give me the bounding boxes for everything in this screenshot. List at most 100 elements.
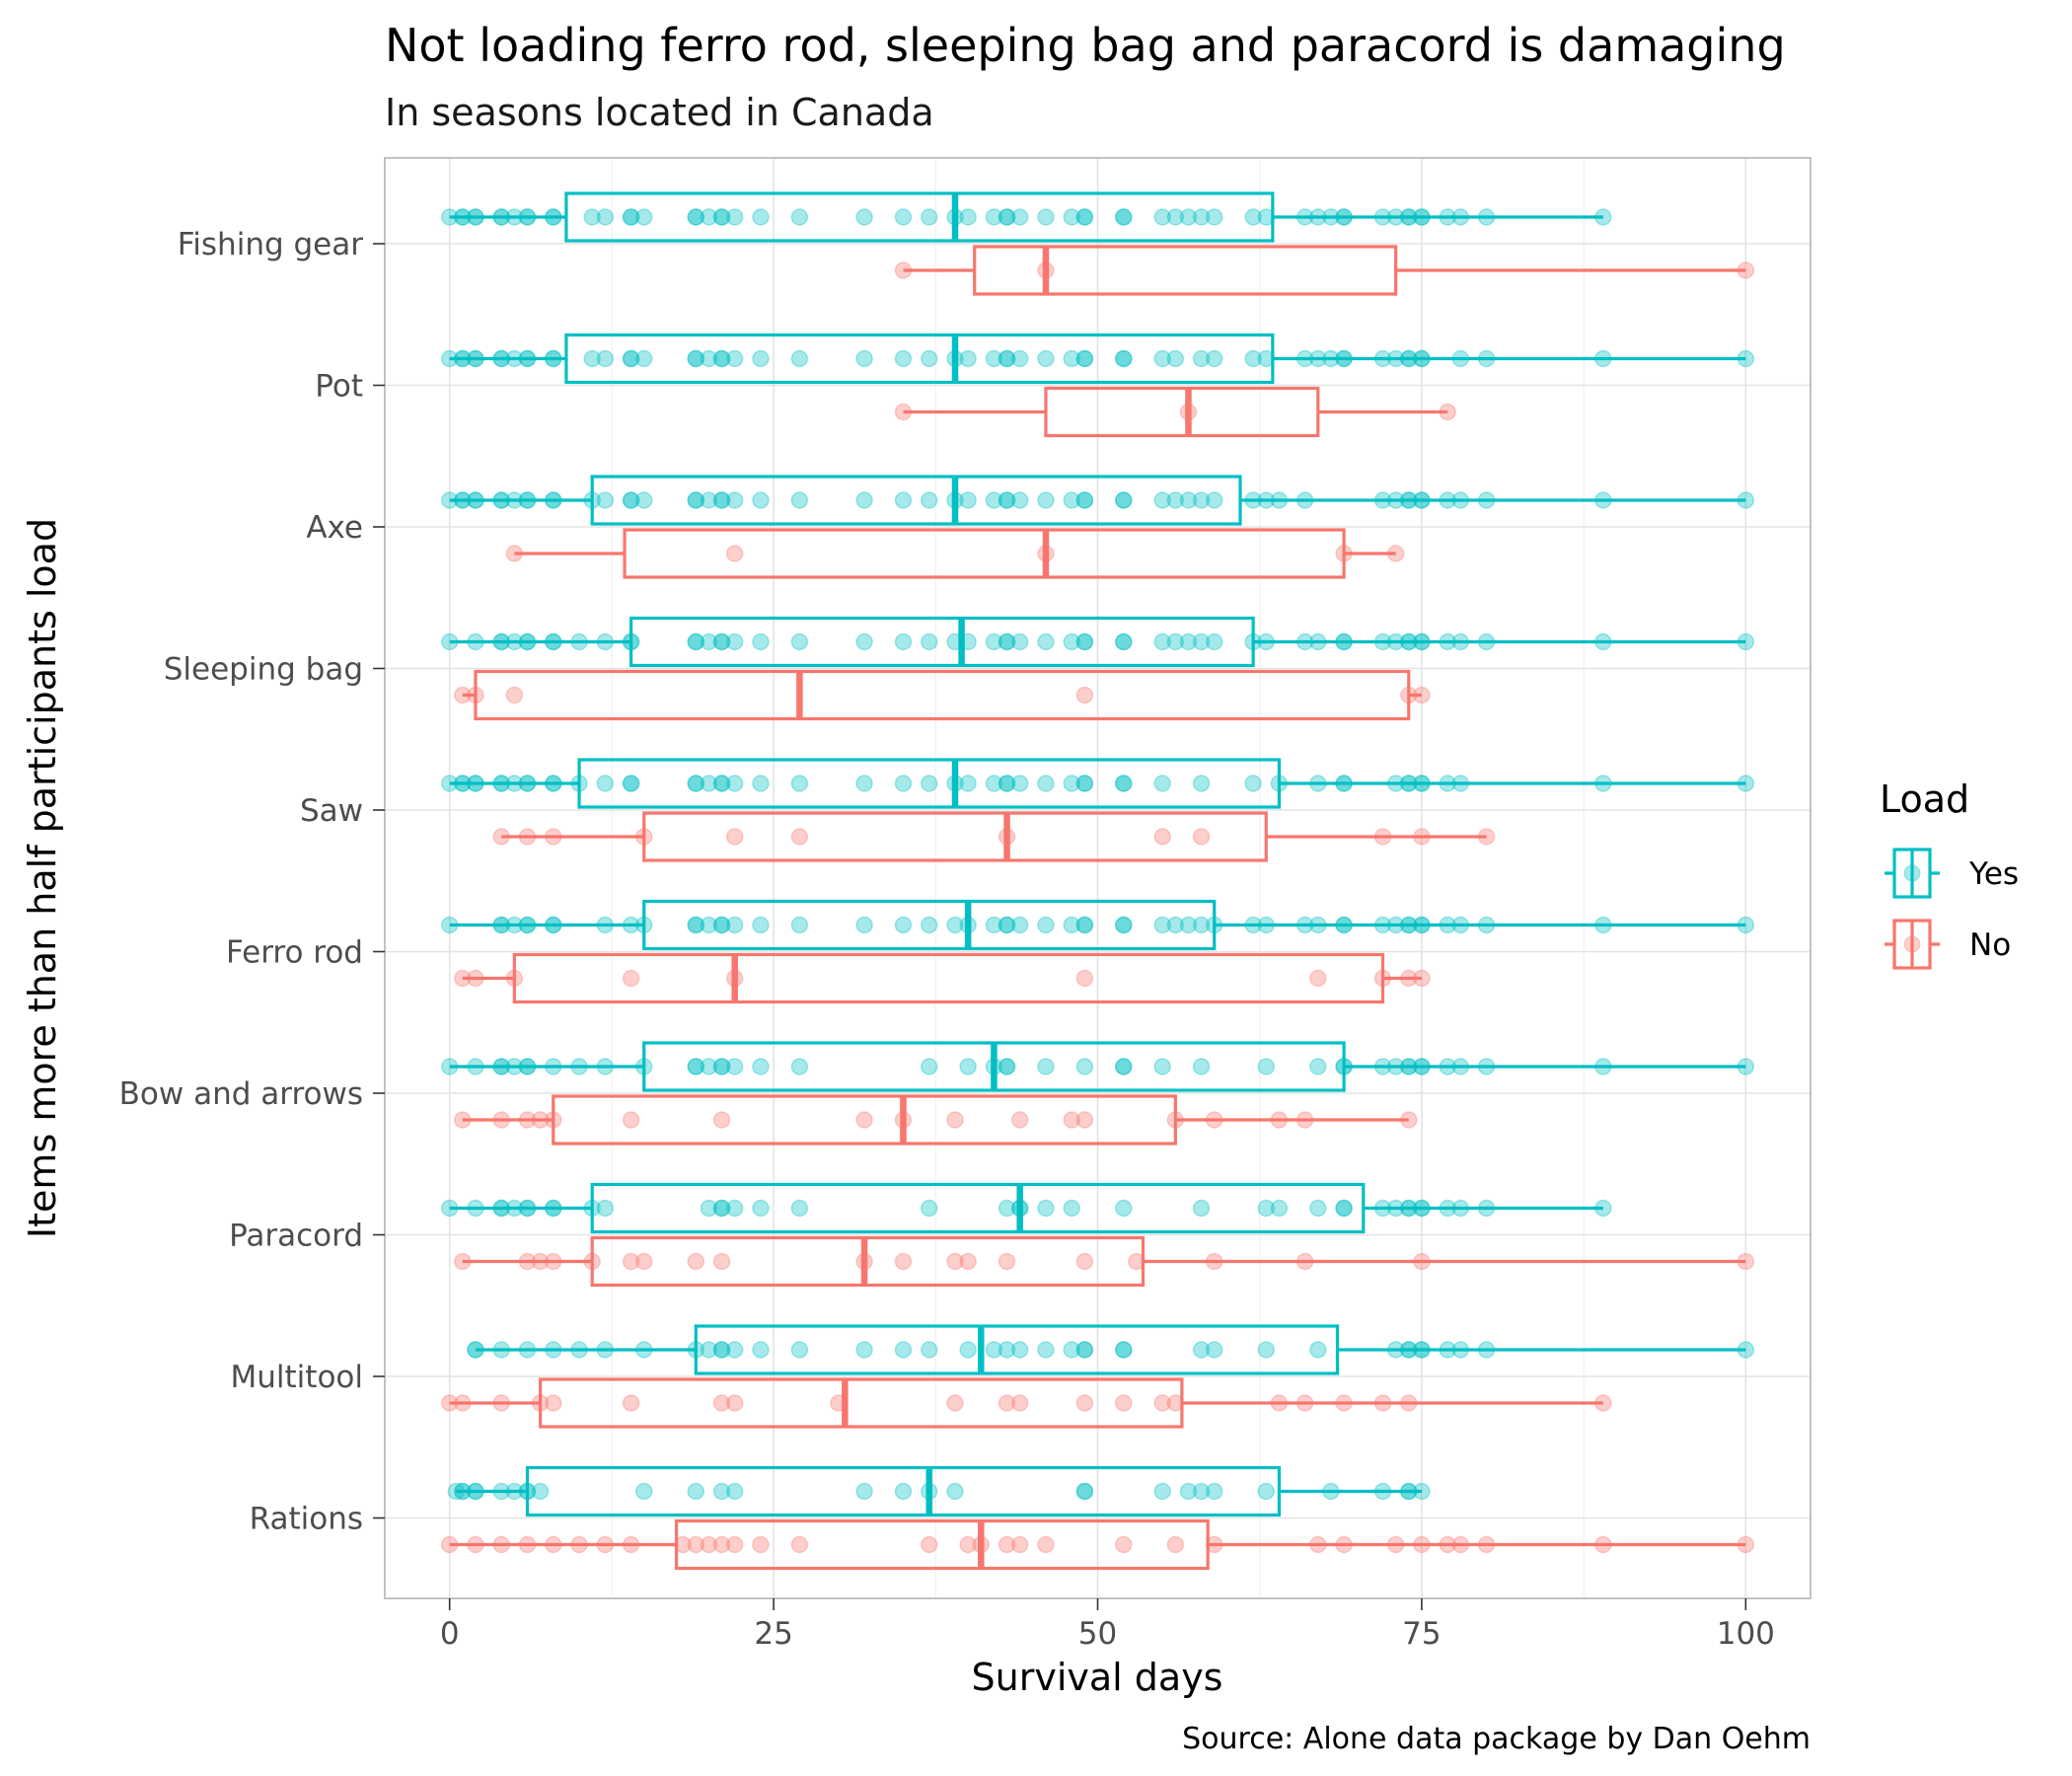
data-point-yes [712,1199,731,1218]
data-point-yes [1413,349,1431,368]
data-point-yes [959,208,977,226]
data-point-yes [1063,349,1080,368]
data-point-yes [855,1341,873,1359]
data-point-no [946,1111,964,1129]
data-point-yes [1115,1341,1133,1359]
data-point-yes [1153,916,1171,934]
data-point-yes [790,1341,809,1359]
data-point-yes [1451,632,1470,651]
data-point-yes [1400,208,1418,226]
data-point-yes [998,491,1016,509]
data-point-yes [1295,632,1314,651]
data-point-yes [492,1199,510,1218]
data-point-yes [492,632,510,651]
data-point-yes [1309,208,1327,226]
data-point-yes [622,349,640,368]
data-point-yes [1400,349,1418,368]
data-point-yes [712,1058,731,1075]
data-point-yes [700,208,718,226]
data-point-yes [1192,491,1211,509]
data-point-yes [1594,775,1612,792]
data-point-no [830,1394,848,1412]
box-iqr [512,952,1385,1004]
data-point-yes [1594,491,1612,509]
data-point-yes [1594,632,1612,651]
data-point-yes [518,1199,537,1218]
data-point-yes [1386,1341,1405,1359]
data-point-yes [712,208,731,226]
data-point-no [1115,1535,1133,1554]
data-point-yes [946,916,964,934]
data-point-yes [1166,349,1185,368]
data-point-yes [920,775,938,792]
data-point-yes [687,916,705,934]
y-tick-label: Paracord [229,1219,363,1254]
data-point-yes [518,1058,537,1075]
data-point-yes [1400,1058,1418,1075]
data-point-yes [855,916,873,934]
data-point-yes [1439,1341,1456,1359]
data-point-yes [700,775,718,792]
data-point-yes [492,208,510,226]
data-point-yes [440,349,459,368]
data-point-yes [545,491,562,509]
data-point-yes [1451,349,1470,368]
box-series [449,191,1746,1571]
data-point-yes [1075,916,1094,934]
data-point-yes [583,1199,601,1218]
data-point-yes [1386,1199,1405,1218]
data-point-yes [1737,491,1755,509]
data-point-yes [467,349,484,368]
data-point-yes [454,349,472,368]
data-point-yes [467,208,484,226]
data-point-yes [1386,208,1405,226]
data-point-yes [1205,1482,1223,1501]
data-point-no [1295,1394,1314,1412]
data-point-no [998,1394,1016,1412]
box-iqr [577,758,1282,809]
box-iqr [590,1182,1366,1234]
data-point-yes [1192,208,1211,226]
data-point-yes [1075,1482,1094,1501]
data-point-yes [1451,1341,1470,1359]
data-point-yes [1192,916,1211,934]
data-point-yes [1075,208,1094,226]
data-point-yes [712,349,731,368]
data-point-yes [596,1199,615,1218]
data-point-no [518,1111,537,1129]
data-point-yes [545,1199,562,1218]
data-point-no [1737,1252,1755,1271]
box-iqr [564,191,1275,243]
data-point-yes [998,916,1016,934]
data-point-yes [790,916,809,934]
data-point-yes [467,1482,484,1501]
data-point-yes [1594,916,1612,934]
data-point-yes [634,349,653,368]
data-point-yes [1037,916,1055,934]
data-point-yes [1400,775,1418,792]
data-point-yes [998,1341,1016,1359]
data-point-yes [687,632,705,651]
data-point-yes [752,1058,770,1075]
data-point-yes [518,632,537,651]
data-point-no [725,828,744,846]
data-point-yes [1413,1058,1431,1075]
data-point-yes [1594,208,1612,226]
data-point-yes [855,491,873,509]
box-iqr [1044,386,1320,438]
data-point-no [622,1394,640,1412]
data-point-yes [1373,208,1392,226]
data-point-no [1166,1394,1185,1412]
data-point-yes [1400,491,1418,509]
data-point-yes [1244,208,1262,226]
data-point-yes [1594,1199,1612,1218]
data-point-no [505,686,524,704]
data-point-yes [596,491,615,509]
data-point-yes [492,632,510,651]
data-point-no [712,1535,731,1554]
data-point-yes [1400,632,1418,651]
data-point-no [1373,969,1392,988]
data-points [440,208,1755,1554]
data-point-no [959,1252,977,1271]
data-point-no [505,969,524,988]
